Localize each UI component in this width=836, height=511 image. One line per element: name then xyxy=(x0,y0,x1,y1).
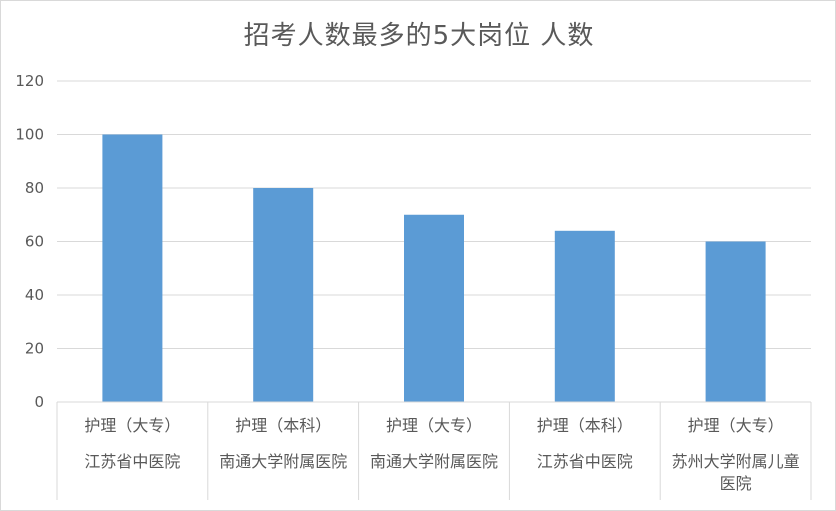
x-category-label: 护理（本科） xyxy=(235,416,331,435)
y-tick-label: 60 xyxy=(25,233,44,251)
x-category-label: 南通大学附属医院 xyxy=(370,452,498,471)
x-category-label: 护理（大专） xyxy=(84,416,180,435)
x-category-label: 南通大学附属医院 xyxy=(219,452,347,471)
x-category-label: 江苏省中医院 xyxy=(537,452,633,471)
bars xyxy=(102,134,766,402)
x-category-label: 苏州大学附属儿童 xyxy=(672,452,800,471)
y-tick-label: 80 xyxy=(25,179,44,197)
x-category-label: 护理（本科） xyxy=(537,416,633,435)
y-axis-ticks: 0 20 40 60 80 100 120 xyxy=(15,72,44,411)
bar xyxy=(253,188,314,402)
y-tick-label: 20 xyxy=(25,340,44,358)
y-tick-label: 120 xyxy=(15,72,44,90)
x-category-label: 护理（大专） xyxy=(386,416,482,435)
bar xyxy=(404,214,464,402)
x-axis xyxy=(56,401,812,500)
x-category-label: 护理（大专） xyxy=(688,416,784,435)
x-axis-categories: 护理（大专）江苏省中医院护理（本科）南通大学附属医院护理（大专）南通大学附属医院… xyxy=(84,416,799,493)
bar xyxy=(554,230,615,402)
bar xyxy=(102,134,163,402)
bar xyxy=(705,241,766,402)
chart-title: 招考人数最多的5大岗位 人数 xyxy=(243,21,595,51)
x-category-label: 江苏省中医院 xyxy=(84,452,180,471)
y-tick-label: 100 xyxy=(15,126,44,144)
y-tick-label: 0 xyxy=(34,393,44,411)
y-tick-label: 40 xyxy=(25,286,44,304)
x-category-label: 医院 xyxy=(720,474,752,493)
